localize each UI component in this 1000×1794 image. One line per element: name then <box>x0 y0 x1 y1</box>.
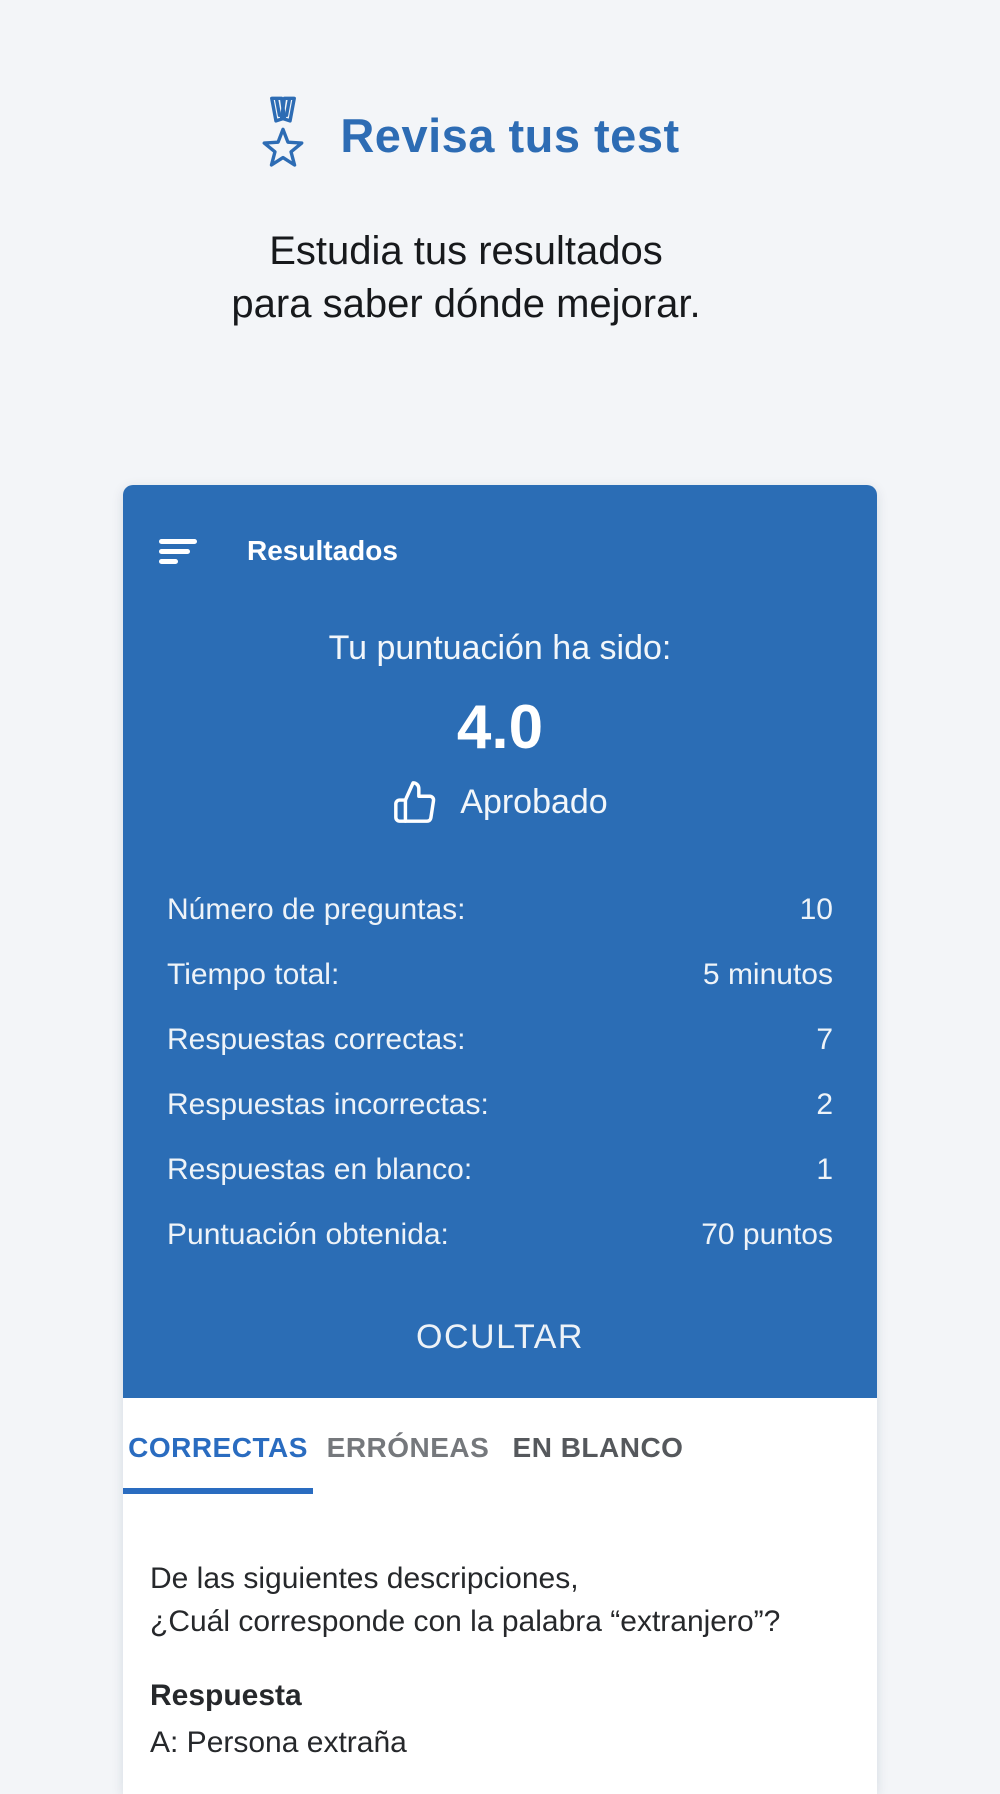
answer-text: A: Persona extraña <box>150 1726 407 1759</box>
stat-value: 2 <box>816 1087 833 1121</box>
question-line-2: ¿Cuál corresponde con la palabra “extran… <box>150 1605 781 1638</box>
award-ribbon-icon <box>262 96 304 167</box>
status-badge: Aprobado <box>460 782 608 821</box>
page-subtitle: Estudia tus resultados para saber dónde … <box>0 225 966 331</box>
tab-erroneas[interactable]: ERRÓNEAS <box>326 1431 490 1463</box>
score-label: Tu puntuación ha sido: <box>328 629 672 667</box>
stat-label: Respuestas correctas: <box>167 1022 466 1056</box>
subtitle-line-1: Estudia tus resultados <box>269 229 663 273</box>
stat-label: Respuestas en blanco: <box>167 1152 473 1186</box>
question-line-1: De las siguientes descripciones, <box>150 1562 579 1595</box>
answer-heading: Respuesta <box>150 1679 302 1712</box>
stat-label: Número de preguntas: <box>167 892 466 926</box>
stat-label: Puntuación obtenida: <box>167 1217 449 1251</box>
hamburger-menu-icon[interactable] <box>159 538 197 564</box>
stat-label: Tiempo total: <box>167 957 340 991</box>
tab-en-blanco[interactable]: EN BLANCO <box>512 1431 684 1463</box>
stat-row-score-obtained: Puntuación obtenida: 70 puntos <box>167 1202 833 1267</box>
hero-title-row: Revisa tus test <box>0 0 966 175</box>
stat-row-total-time: Tiempo total: 5 minutos <box>167 942 833 1007</box>
question-block: De las siguientes descripciones, ¿Cuál c… <box>123 1497 877 1764</box>
stat-row-incorrect: Respuestas incorrectas: 2 <box>167 1072 833 1137</box>
stats-list: Número de preguntas: 10 Tiempo total: 5 … <box>167 877 833 1267</box>
results-card: Resultados Tu puntuación ha sido: 4.0 Ap… <box>123 485 877 1794</box>
tab-correctas[interactable]: CORRECTAS <box>128 1431 308 1463</box>
active-tab-indicator <box>123 1488 313 1494</box>
pass-status-row: Aprobado <box>123 779 877 825</box>
stat-label: Respuestas incorrectas: <box>167 1087 489 1121</box>
question-text: De las siguientes descripciones, ¿Cuál c… <box>150 1557 850 1643</box>
thumbs-up-icon <box>394 781 436 823</box>
card-title: Resultados <box>247 535 398 566</box>
stat-row-blank: Respuestas en blanco: 1 <box>167 1137 833 1202</box>
answers-panel: CORRECTAS ERRÓNEAS EN BLANCO De las sigu… <box>123 1398 877 1794</box>
tab-bar: CORRECTAS ERRÓNEAS EN BLANCO <box>123 1398 877 1497</box>
stat-value: 1 <box>816 1152 833 1186</box>
subtitle-line-2: para saber dónde mejorar. <box>231 282 701 326</box>
stat-row-num-questions: Número de preguntas: 10 <box>167 877 833 942</box>
stat-value: 7 <box>816 1022 833 1056</box>
page-title: Revisa tus test <box>340 108 680 162</box>
card-header: Resultados <box>123 485 877 567</box>
hide-button[interactable]: OCULTAR <box>410 1317 590 1358</box>
stat-row-correct: Respuestas correctas: 7 <box>167 1007 833 1072</box>
hero-section: Revisa tus test Estudia tus resultados p… <box>0 0 1000 331</box>
stat-value: 10 <box>799 892 833 926</box>
stat-value: 5 minutos <box>702 957 833 991</box>
score-value: 4.0 <box>456 693 544 762</box>
stat-value: 70 puntos <box>701 1217 833 1251</box>
results-summary-panel: Resultados Tu puntuación ha sido: 4.0 Ap… <box>123 485 877 1398</box>
